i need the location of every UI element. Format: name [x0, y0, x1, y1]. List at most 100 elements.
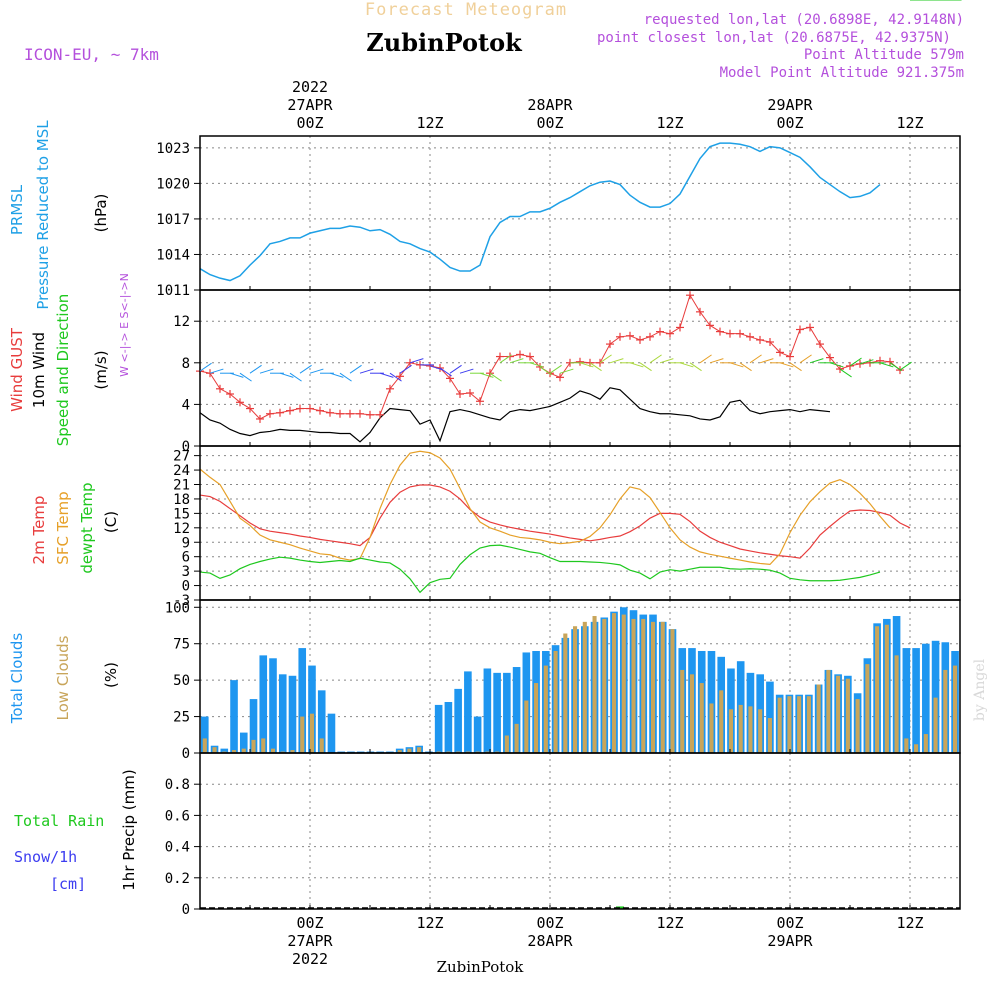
- low-cloud-bar: [933, 697, 938, 753]
- y-tick-label: 0.4: [165, 840, 190, 856]
- low-cloud-bar: [797, 696, 802, 753]
- top-time-label: 00Z: [296, 114, 323, 132]
- wind-direction-arrow: [339, 372, 352, 382]
- wind-direction-arrow: [629, 362, 644, 368]
- temp2m-line: [199, 484, 911, 559]
- bottom-time-label: 28APR: [527, 932, 573, 950]
- clouds-unit: (%): [102, 662, 120, 688]
- gust-point: [646, 332, 654, 341]
- wind-direction-arrow: [899, 361, 912, 371]
- chart-title: Forecast Meteogram: [365, 0, 567, 20]
- wind-direction-arrow: [399, 364, 412, 374]
- gust-point: [696, 307, 704, 316]
- y-tick-label: 25: [173, 710, 190, 726]
- temp-unit: (C): [102, 511, 120, 533]
- low-cloud-bar: [884, 624, 889, 753]
- low-cloud-bar: [680, 669, 685, 753]
- low-cloud-bar: [855, 699, 860, 753]
- gust-point: [826, 353, 834, 362]
- gust-point: [456, 390, 464, 398]
- wind-direction-arrow: [329, 372, 344, 378]
- gust-point: [476, 397, 484, 406]
- wind-direction-arrow: [509, 358, 524, 364]
- low-cloud-bar: [261, 738, 266, 753]
- wind-direction-arrow: [709, 358, 724, 364]
- low-cloud-bar: [290, 750, 295, 753]
- low-cloud-bar: [241, 748, 246, 753]
- wind-direction-arrow: [789, 362, 802, 372]
- total-cloud-bar: [269, 658, 277, 753]
- low-cloud-bar: [943, 669, 948, 753]
- wind-direction-arrow: [549, 364, 562, 374]
- total-cloud-bar: [327, 713, 336, 753]
- low-cloud-bar: [631, 618, 636, 753]
- low-cloud-bar: [319, 738, 324, 753]
- total-cloud-bar: [298, 648, 307, 753]
- top-time-label: 28APR: [527, 96, 573, 114]
- low-cloud-bar: [534, 683, 539, 753]
- bottom-time-label: 29APR: [767, 932, 813, 950]
- precip-label-cm: [cm]: [50, 875, 86, 893]
- wind-direction-arrow: [449, 364, 462, 374]
- y-tick-label: 0.8: [165, 777, 190, 793]
- low-cloud-bar: [806, 696, 811, 753]
- watermark: by Angel: [972, 658, 988, 721]
- y-tick-label: -3: [173, 593, 190, 609]
- low-cloud-bar: [309, 713, 315, 753]
- panel-frame: [199, 445, 961, 601]
- wind-direction-arrow: [539, 366, 552, 376]
- requested-coords: requested lon,lat (20.6898E, 42.9148N): [644, 12, 964, 28]
- low-cloud-bar: [553, 651, 558, 753]
- model-altitude: Model Point Altitude 921.375m: [720, 65, 964, 81]
- total-cloud-bar: [766, 681, 774, 753]
- wind-direction-arrow: [589, 362, 602, 372]
- gust-point: [726, 329, 734, 338]
- wind-direction-arrow: [639, 362, 652, 372]
- wind-direction-arrow: [529, 362, 544, 368]
- y-tick-label: 0: [182, 746, 190, 762]
- y-tick-label: 6: [182, 550, 190, 566]
- y-tick-label: 18: [173, 492, 190, 508]
- y-tick-label: 24: [173, 463, 190, 479]
- gust-point: [526, 352, 534, 361]
- total-cloud-bar: [922, 643, 930, 753]
- total-cloud-bar: [483, 668, 492, 753]
- gust-point: [816, 340, 824, 349]
- low-cloud-bar: [953, 665, 958, 753]
- wind-direction-arrow: [849, 357, 862, 367]
- wind-direction-arrow: [559, 368, 574, 374]
- bottom-time-label: 00Z: [776, 914, 803, 932]
- bottom-time-label: 12Z: [656, 914, 683, 932]
- wind-direction-arrow: [279, 372, 294, 378]
- wind-unit: (m/s): [92, 350, 110, 389]
- gust-point: [786, 352, 794, 361]
- low-cloud-bar: [212, 747, 217, 753]
- top-time-label: 12Z: [896, 114, 923, 132]
- wind-direction-arrow: [209, 368, 224, 374]
- y-tick-label: 21: [173, 478, 190, 494]
- low-cloud-bar: [514, 723, 519, 753]
- wind-direction-arrow: [229, 372, 244, 378]
- low-cloud-bar: [845, 678, 850, 753]
- low-cloud-bar: [202, 738, 207, 753]
- wind-direction-arrow: [599, 354, 612, 364]
- low-cloud-bar: [504, 735, 509, 753]
- precip-label-snow: Snow/1h: [14, 848, 77, 866]
- y-tick-label: 15: [173, 506, 190, 522]
- gust-point: [666, 329, 674, 338]
- total-cloud-bar: [239, 732, 248, 753]
- wind-direction-arrow: [679, 362, 694, 368]
- total-cloud-bar: [902, 648, 911, 753]
- pressure-label-prmsl: PRMSL: [8, 184, 26, 235]
- gust-point: [286, 406, 294, 415]
- wind-direction-arrow: [459, 368, 474, 374]
- wind-direction-arrow: [839, 368, 852, 378]
- total-cloud-bar: [249, 699, 258, 753]
- gust-point: [616, 332, 624, 341]
- clouds-label-low: Low Clouds: [54, 635, 72, 720]
- low-cloud-bar: [270, 748, 276, 753]
- pressure-unit: (hPa): [92, 194, 110, 233]
- low-cloud-bar: [592, 616, 597, 753]
- y-tick-label: 3: [182, 564, 190, 580]
